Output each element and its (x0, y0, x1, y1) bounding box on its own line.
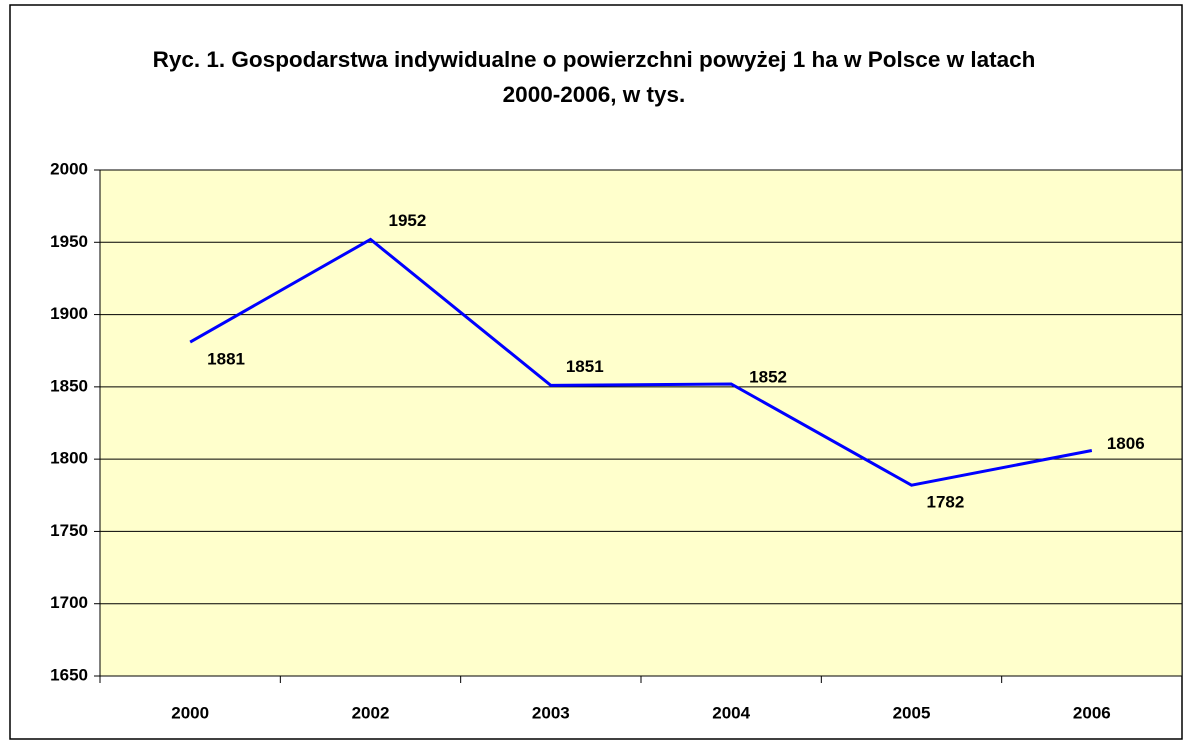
data-label: 1782 (927, 493, 965, 512)
y-tick-label: 1650 (50, 665, 88, 684)
plot-area (99, 169, 1183, 677)
x-tick-label: 2006 (1073, 703, 1111, 722)
data-label: 1952 (389, 211, 427, 230)
y-tick-label: 1800 (50, 449, 88, 468)
x-tick-label: 2004 (712, 703, 750, 722)
x-tick-label: 2003 (532, 703, 570, 722)
y-tick-label: 1700 (50, 593, 88, 612)
x-tick-label: 2005 (893, 703, 931, 722)
y-tick-label: 1850 (50, 376, 88, 395)
data-label: 1851 (566, 357, 604, 376)
data-line (189, 237, 1093, 487)
y-tick-label: 1950 (50, 232, 88, 251)
x-tick-label: 2002 (352, 703, 390, 722)
y-tick-label: 2000 (50, 159, 88, 178)
y-tick-label: 1750 (50, 521, 88, 540)
x-tick-label: 2000 (171, 703, 209, 722)
data-label: 1806 (1107, 434, 1145, 453)
y-tick-label: 1900 (50, 304, 88, 323)
data-label: 1852 (749, 367, 787, 386)
chart-title: Ryc. 1. Gospodarstwa indywidualne o powi… (152, 47, 1036, 107)
data-label: 1881 (207, 350, 245, 369)
